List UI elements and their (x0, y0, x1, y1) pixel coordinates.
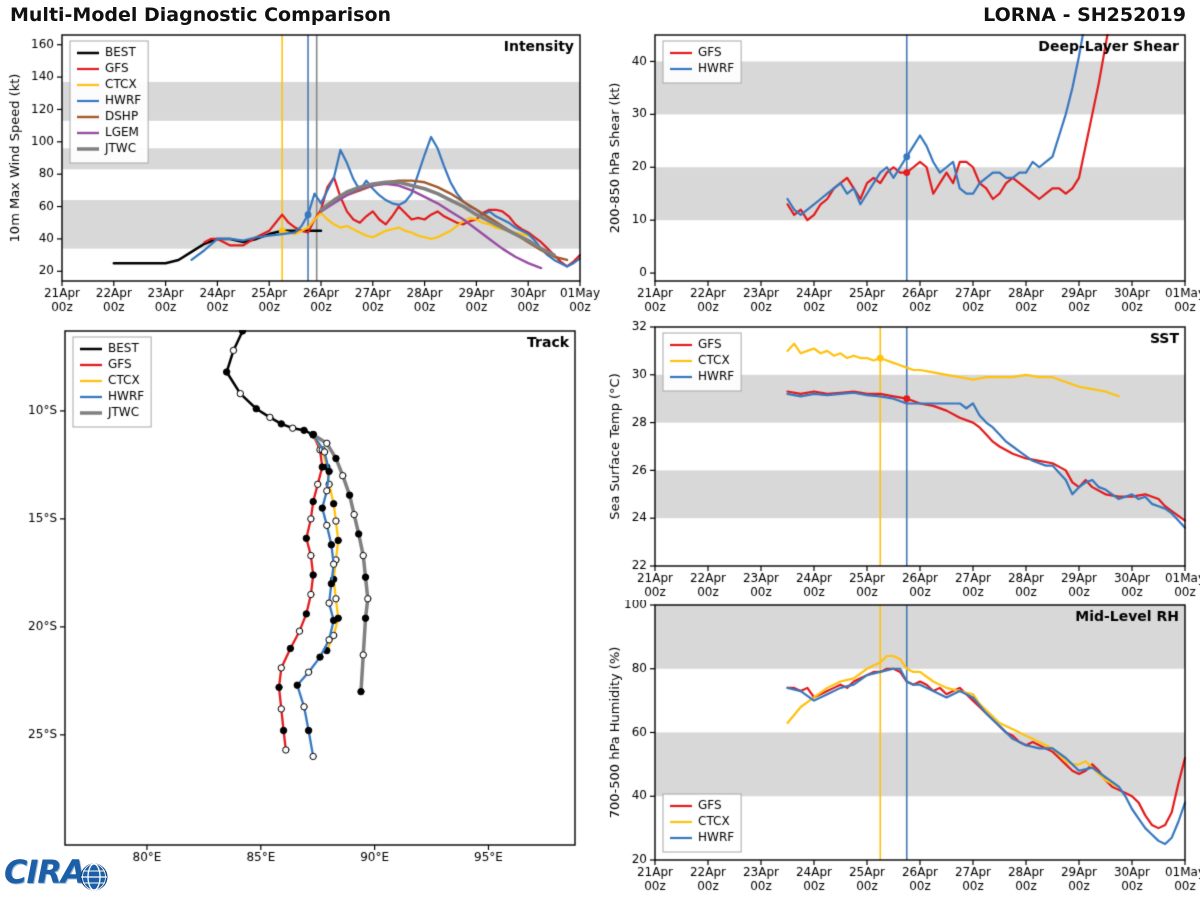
page-title: Multi-Model Diagnostic Comparison (10, 4, 392, 26)
mid-level-rh-chart (600, 600, 1200, 900)
sst-chart (600, 318, 1200, 600)
storm-id-title: LORNA - SH252019 (983, 4, 1186, 26)
deep-layer-shear-chart (600, 26, 1200, 326)
cira-text: CIRA (4, 853, 86, 891)
cira-logo: CIRA (4, 852, 109, 892)
intensity-chart (0, 26, 600, 326)
track-chart (0, 326, 600, 900)
globe-icon (80, 863, 108, 891)
